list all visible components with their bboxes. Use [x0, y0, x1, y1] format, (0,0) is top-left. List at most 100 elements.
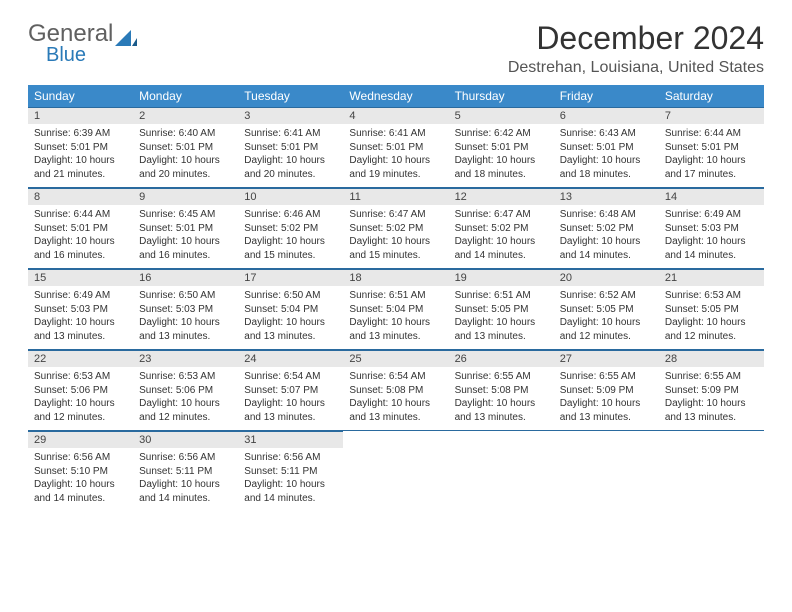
day-cell: 19Sunrise: 6:51 AMSunset: 5:05 PMDayligh… — [449, 269, 554, 350]
day-body: Sunrise: 6:52 AMSunset: 5:05 PMDaylight:… — [554, 286, 659, 349]
weekday-header: Thursday — [449, 85, 554, 107]
day-number: 27 — [554, 350, 659, 367]
day-cell: .. — [343, 431, 448, 512]
day-number: 4 — [343, 107, 448, 124]
day-number: 29 — [28, 431, 133, 448]
day-cell: 23Sunrise: 6:53 AMSunset: 5:06 PMDayligh… — [133, 350, 238, 431]
day-cell: 31Sunrise: 6:56 AMSunset: 5:11 PMDayligh… — [238, 431, 343, 512]
day-body: Sunrise: 6:39 AMSunset: 5:01 PMDaylight:… — [28, 124, 133, 187]
week-row: 15Sunrise: 6:49 AMSunset: 5:03 PMDayligh… — [28, 269, 764, 350]
day-body: Sunrise: 6:54 AMSunset: 5:07 PMDaylight:… — [238, 367, 343, 430]
day-body: Sunrise: 6:55 AMSunset: 5:08 PMDaylight:… — [449, 367, 554, 430]
day-cell: 13Sunrise: 6:48 AMSunset: 5:02 PMDayligh… — [554, 188, 659, 269]
day-number: 21 — [659, 269, 764, 286]
day-body: Sunrise: 6:51 AMSunset: 5:04 PMDaylight:… — [343, 286, 448, 349]
day-cell: 26Sunrise: 6:55 AMSunset: 5:08 PMDayligh… — [449, 350, 554, 431]
weekday-header: Friday — [554, 85, 659, 107]
logo: General Blue — [28, 20, 137, 67]
day-cell: 12Sunrise: 6:47 AMSunset: 5:02 PMDayligh… — [449, 188, 554, 269]
day-cell: 24Sunrise: 6:54 AMSunset: 5:07 PMDayligh… — [238, 350, 343, 431]
week-row: 1Sunrise: 6:39 AMSunset: 5:01 PMDaylight… — [28, 107, 764, 188]
day-body: Sunrise: 6:54 AMSunset: 5:08 PMDaylight:… — [343, 367, 448, 430]
day-cell: 5Sunrise: 6:42 AMSunset: 5:01 PMDaylight… — [449, 107, 554, 188]
location-text: Destrehan, Louisiana, United States — [508, 59, 764, 77]
day-body: Sunrise: 6:44 AMSunset: 5:01 PMDaylight:… — [659, 124, 764, 187]
day-body: Sunrise: 6:56 AMSunset: 5:11 PMDaylight:… — [238, 448, 343, 511]
day-number: 3 — [238, 107, 343, 124]
day-number: 13 — [554, 188, 659, 205]
day-number: 15 — [28, 269, 133, 286]
day-body: Sunrise: 6:41 AMSunset: 5:01 PMDaylight:… — [343, 124, 448, 187]
day-number: 19 — [449, 269, 554, 286]
day-number: 28 — [659, 350, 764, 367]
day-number: 30 — [133, 431, 238, 448]
weekday-header: Wednesday — [343, 85, 448, 107]
day-number: 22 — [28, 350, 133, 367]
day-number: 31 — [238, 431, 343, 448]
day-body: Sunrise: 6:50 AMSunset: 5:03 PMDaylight:… — [133, 286, 238, 349]
day-number: 16 — [133, 269, 238, 286]
day-cell: 8Sunrise: 6:44 AMSunset: 5:01 PMDaylight… — [28, 188, 133, 269]
title-block: December 2024 Destrehan, Louisiana, Unit… — [508, 20, 764, 77]
day-body: Sunrise: 6:49 AMSunset: 5:03 PMDaylight:… — [28, 286, 133, 349]
day-cell: 25Sunrise: 6:54 AMSunset: 5:08 PMDayligh… — [343, 350, 448, 431]
calendar-table: Sunday Monday Tuesday Wednesday Thursday… — [28, 85, 764, 511]
day-body: Sunrise: 6:53 AMSunset: 5:05 PMDaylight:… — [659, 286, 764, 349]
day-cell: .. — [554, 431, 659, 512]
day-number: 8 — [28, 188, 133, 205]
day-body: Sunrise: 6:53 AMSunset: 5:06 PMDaylight:… — [28, 367, 133, 430]
day-number: 7 — [659, 107, 764, 124]
day-cell: 3Sunrise: 6:41 AMSunset: 5:01 PMDaylight… — [238, 107, 343, 188]
day-number: 23 — [133, 350, 238, 367]
day-cell: 27Sunrise: 6:55 AMSunset: 5:09 PMDayligh… — [554, 350, 659, 431]
day-cell: .. — [449, 431, 554, 512]
day-body: Sunrise: 6:47 AMSunset: 5:02 PMDaylight:… — [343, 205, 448, 268]
day-cell: 2Sunrise: 6:40 AMSunset: 5:01 PMDaylight… — [133, 107, 238, 188]
day-cell: 7Sunrise: 6:44 AMSunset: 5:01 PMDaylight… — [659, 107, 764, 188]
day-cell: 22Sunrise: 6:53 AMSunset: 5:06 PMDayligh… — [28, 350, 133, 431]
day-body: Sunrise: 6:43 AMSunset: 5:01 PMDaylight:… — [554, 124, 659, 187]
week-row: 8Sunrise: 6:44 AMSunset: 5:01 PMDaylight… — [28, 188, 764, 269]
day-body: Sunrise: 6:51 AMSunset: 5:05 PMDaylight:… — [449, 286, 554, 349]
day-cell: 9Sunrise: 6:45 AMSunset: 5:01 PMDaylight… — [133, 188, 238, 269]
weekday-header: Sunday — [28, 85, 133, 107]
day-cell: 18Sunrise: 6:51 AMSunset: 5:04 PMDayligh… — [343, 269, 448, 350]
sail-icon — [115, 30, 137, 46]
day-number: 1 — [28, 107, 133, 124]
day-body: Sunrise: 6:53 AMSunset: 5:06 PMDaylight:… — [133, 367, 238, 430]
day-number: 25 — [343, 350, 448, 367]
day-body: Sunrise: 6:56 AMSunset: 5:10 PMDaylight:… — [28, 448, 133, 511]
day-cell: 1Sunrise: 6:39 AMSunset: 5:01 PMDaylight… — [28, 107, 133, 188]
weekday-header: Saturday — [659, 85, 764, 107]
day-cell: 21Sunrise: 6:53 AMSunset: 5:05 PMDayligh… — [659, 269, 764, 350]
day-body: Sunrise: 6:47 AMSunset: 5:02 PMDaylight:… — [449, 205, 554, 268]
week-row: 22Sunrise: 6:53 AMSunset: 5:06 PMDayligh… — [28, 350, 764, 431]
calendar-body: 1Sunrise: 6:39 AMSunset: 5:01 PMDaylight… — [28, 107, 764, 511]
week-row: 29Sunrise: 6:56 AMSunset: 5:10 PMDayligh… — [28, 431, 764, 512]
day-body: Sunrise: 6:56 AMSunset: 5:11 PMDaylight:… — [133, 448, 238, 511]
day-number: 14 — [659, 188, 764, 205]
day-number: 11 — [343, 188, 448, 205]
day-number: 18 — [343, 269, 448, 286]
day-cell: 16Sunrise: 6:50 AMSunset: 5:03 PMDayligh… — [133, 269, 238, 350]
day-number: 20 — [554, 269, 659, 286]
day-cell: 14Sunrise: 6:49 AMSunset: 5:03 PMDayligh… — [659, 188, 764, 269]
weekday-header: Tuesday — [238, 85, 343, 107]
header: General Blue December 2024 Destrehan, Lo… — [28, 20, 764, 77]
day-body: Sunrise: 6:42 AMSunset: 5:01 PMDaylight:… — [449, 124, 554, 187]
day-number: 9 — [133, 188, 238, 205]
day-number: 17 — [238, 269, 343, 286]
day-number: 12 — [449, 188, 554, 205]
day-cell: 11Sunrise: 6:47 AMSunset: 5:02 PMDayligh… — [343, 188, 448, 269]
day-cell: 10Sunrise: 6:46 AMSunset: 5:02 PMDayligh… — [238, 188, 343, 269]
day-number: 24 — [238, 350, 343, 367]
day-body: Sunrise: 6:45 AMSunset: 5:01 PMDaylight:… — [133, 205, 238, 268]
day-cell: 4Sunrise: 6:41 AMSunset: 5:01 PMDaylight… — [343, 107, 448, 188]
day-cell: 15Sunrise: 6:49 AMSunset: 5:03 PMDayligh… — [28, 269, 133, 350]
weekday-header: Monday — [133, 85, 238, 107]
day-cell: 20Sunrise: 6:52 AMSunset: 5:05 PMDayligh… — [554, 269, 659, 350]
day-body: Sunrise: 6:46 AMSunset: 5:02 PMDaylight:… — [238, 205, 343, 268]
day-body: Sunrise: 6:49 AMSunset: 5:03 PMDaylight:… — [659, 205, 764, 268]
month-title: December 2024 — [508, 20, 764, 57]
day-number: 2 — [133, 107, 238, 124]
